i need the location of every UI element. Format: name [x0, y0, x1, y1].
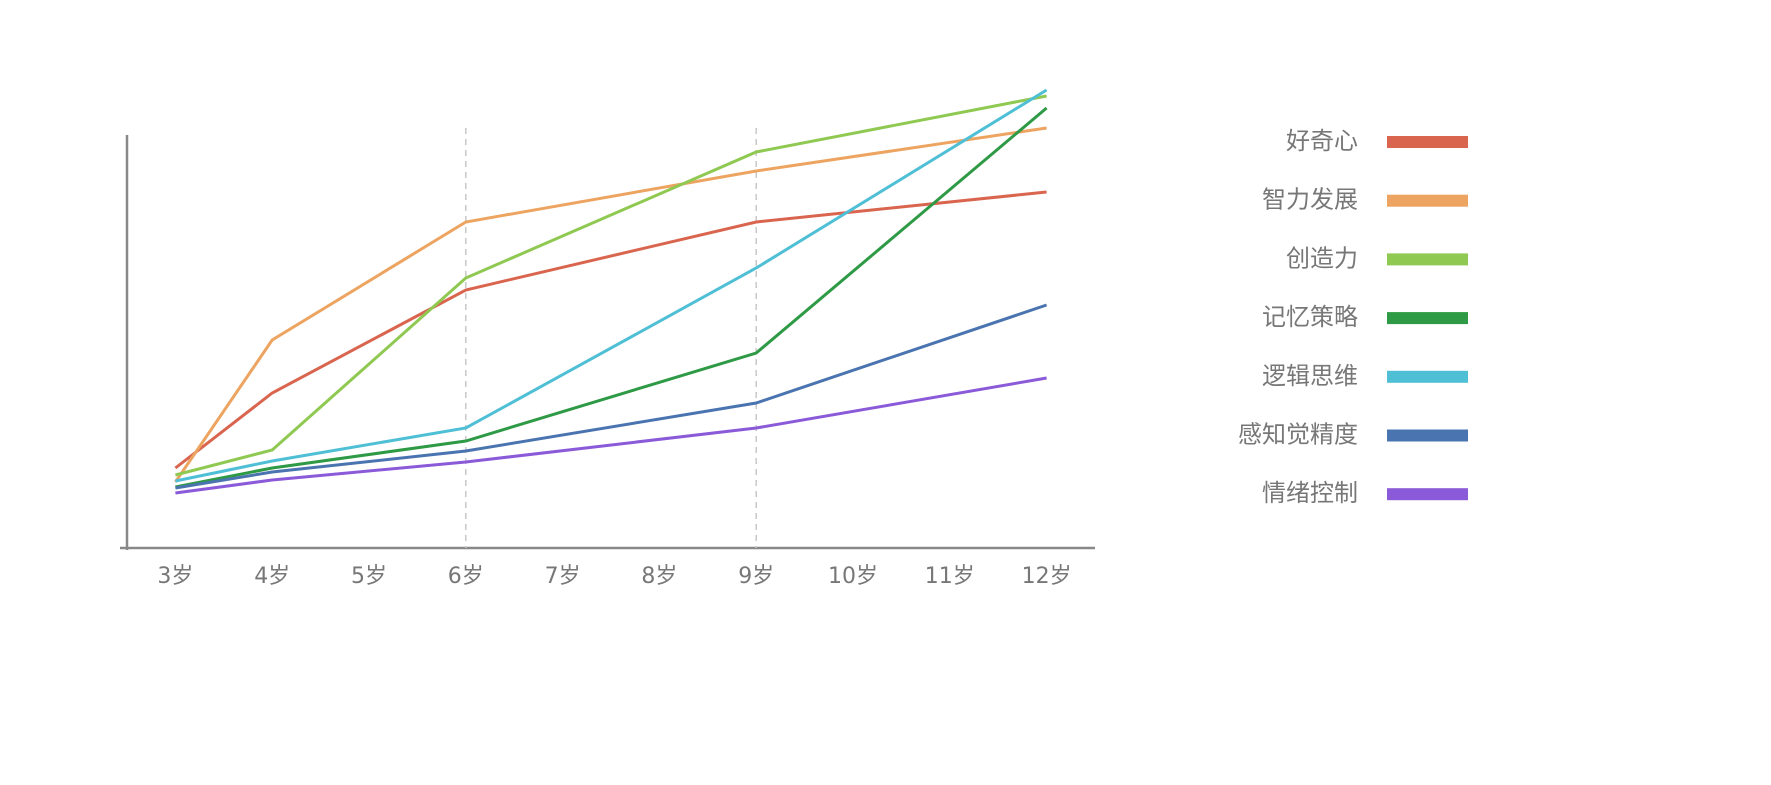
legend-swatch — [1387, 312, 1468, 325]
x-tick-label: 10岁 — [828, 564, 878, 589]
legend-swatch — [1387, 488, 1468, 501]
series-line — [174, 126, 1047, 483]
x-tick-label: 11岁 — [925, 564, 975, 589]
x-tick-label: 6岁 — [448, 564, 484, 589]
x-tick-label: 7岁 — [545, 564, 581, 589]
legend-swatch — [1387, 136, 1468, 148]
series-line — [175, 106, 1048, 489]
x-tick-label: 12岁 — [1022, 564, 1072, 589]
legend-swatch — [1387, 194, 1468, 207]
series-line — [175, 94, 1047, 477]
x-tick-label: 3岁 — [157, 564, 193, 589]
series-line — [175, 376, 1047, 495]
legend-label: 记忆策略 — [1262, 303, 1358, 331]
legend-swatch — [1387, 253, 1468, 266]
x-tick-label: 8岁 — [641, 564, 677, 589]
legend-label: 智力发展 — [1262, 186, 1358, 214]
x-tick-label: 9岁 — [738, 564, 774, 589]
series-line — [174, 190, 1047, 470]
x-tick-label: 5岁 — [351, 564, 387, 589]
x-tick-label: 4岁 — [254, 564, 290, 589]
legend-label: 逻辑思维 — [1262, 362, 1358, 390]
legend-label: 好奇心 — [1286, 127, 1358, 155]
legend-swatch — [1387, 429, 1468, 442]
legend-label: 情绪控制 — [1262, 479, 1358, 507]
legend-label: 感知觉精度 — [1238, 421, 1358, 449]
series-line — [175, 303, 1048, 490]
legend-swatch — [1387, 370, 1468, 383]
series-line — [175, 88, 1048, 483]
legend-label: 创造力 — [1286, 244, 1358, 272]
